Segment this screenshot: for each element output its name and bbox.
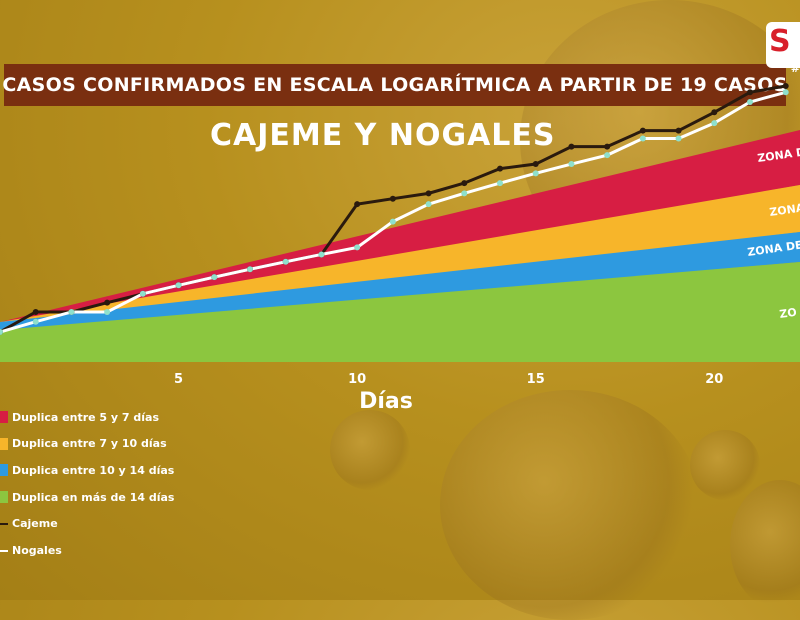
nogales-point [711,120,718,127]
cajeme-point [425,190,432,197]
hashtag-text: # [790,62,800,75]
cajeme-point [639,127,646,134]
nogales-point [461,190,468,197]
zone-label: ZO [779,306,798,321]
nogales-point [247,266,253,273]
band-7-10-days [0,185,800,330]
nogales-point [675,135,682,142]
zone-label: ZONA D [757,145,800,165]
cajeme-point [32,308,39,315]
cajeme-point [747,89,753,96]
nogales-point [782,89,789,96]
nogales-point [282,258,289,265]
nogales-point [104,308,111,315]
x-tick-label: 15 [527,372,545,387]
nogales-point [425,201,432,208]
logo-text: S [769,24,791,59]
cajeme-point [104,299,111,306]
x-tick-label: 20 [705,372,723,387]
chart-subtitle: CAJEME Y NOGALES [210,118,556,153]
legend-item: Duplica entre 7 y 10 días [0,431,174,458]
nogales-point [497,180,503,187]
cajeme-point [604,143,611,150]
legend-swatch [0,411,8,424]
nogales-point [211,274,218,281]
nogales-point [639,135,646,142]
x-tick-label: 10 [348,372,366,387]
legend-label: Nogales [12,543,62,557]
legend-swatch [0,491,8,504]
cajeme-point [532,161,539,168]
band-10-14-days [0,232,800,332]
chart-title: CASOS CONFIRMADOS EN ESCALA LOGARÍTMICA … [2,74,788,96]
cajeme-point [711,109,718,116]
legend-item: Nogales [0,537,174,564]
legend: Duplica entre 5 y 7 días Duplica entre 7… [0,404,174,564]
cajeme-point [354,201,361,208]
cajeme-point [675,127,682,134]
channel-logo: S [766,22,800,68]
nogales-point [139,290,146,297]
nogales-point [747,99,753,106]
nogales-point [604,152,611,159]
legend-swatch [0,437,8,450]
cajeme-point [461,180,468,187]
cajeme-point [568,143,575,150]
legend-label: Duplica entre 7 y 10 días [12,437,167,451]
legend-label: Duplica entre 5 y 7 días [12,410,159,424]
legend-line-swatch [0,523,8,526]
virus-decoration [690,430,760,500]
legend-item: Duplica entre 5 y 7 días [0,404,174,431]
legend-label: Duplica entre 10 y 14 días [12,463,175,477]
nogales-point [68,308,75,315]
legend-item: Cajeme [0,510,174,537]
zone-label: ZONA [769,201,800,219]
legend-label: Cajeme [12,517,58,531]
title-banner: CASOS CONFIRMADOS EN ESCALA LOGARÍTMICA … [2,64,788,106]
nogales-point [318,251,325,258]
legend-item: Duplica en más de 14 días [0,484,174,511]
band-14-plus-days [0,262,800,362]
legend-label: Duplica en más de 14 días [12,490,175,504]
legend-line-swatch [0,549,8,552]
x-tick-label: 5 [174,372,183,387]
nogales-point [568,161,575,168]
x-axis-label: Días [359,389,413,414]
legend-swatch [0,464,8,477]
nogales-point [32,318,39,325]
legend-item: Duplica entre 10 y 14 días [0,457,174,484]
nogales-point [0,329,3,335]
nogales-point [532,170,539,177]
cajeme-point [497,165,503,172]
nogales-point [175,282,182,289]
virus-decoration [330,410,410,490]
nogales-point [354,244,361,251]
band-5-7-days [0,130,800,328]
virus-decoration [440,390,700,620]
cajeme-point [782,83,789,90]
nogales-point [389,218,396,225]
cajeme-point [389,195,396,202]
